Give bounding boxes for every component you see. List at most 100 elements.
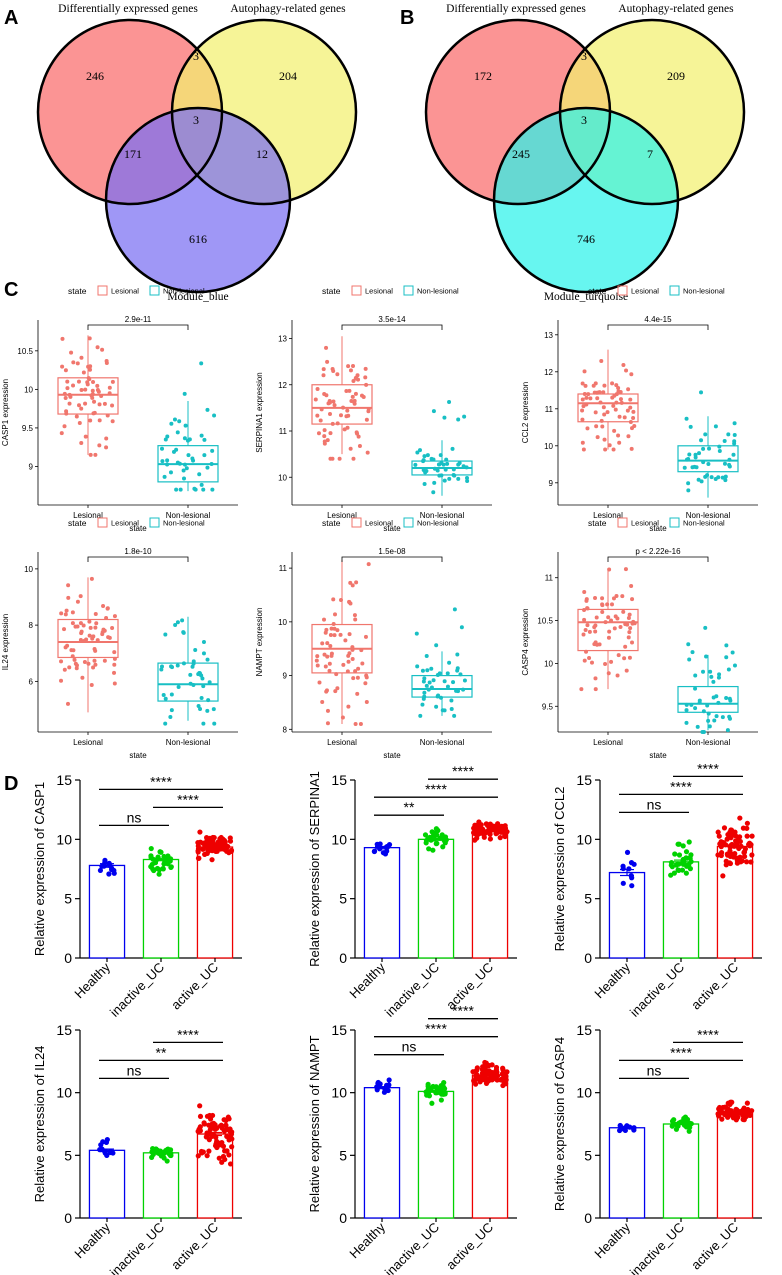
data-point	[104, 1137, 110, 1143]
data-point	[88, 418, 93, 423]
y-tick-label: 11	[279, 564, 288, 573]
data-point	[89, 682, 94, 687]
data-point	[325, 641, 330, 646]
data-point	[65, 701, 70, 706]
data-point	[343, 638, 348, 643]
data-point	[78, 621, 83, 626]
data-point	[684, 720, 689, 725]
data-point	[314, 658, 319, 663]
data-point	[475, 830, 481, 836]
data-point	[149, 861, 155, 868]
data-point	[593, 629, 598, 634]
significance-label: ****	[177, 791, 199, 807]
data-point	[440, 844, 446, 850]
data-point	[351, 676, 356, 681]
venn-count-bc: 12	[256, 147, 268, 161]
data-point	[501, 828, 507, 834]
significance-label: ****	[150, 773, 172, 789]
data-point	[430, 847, 436, 853]
data-point	[325, 708, 330, 713]
data-point	[110, 403, 115, 408]
y-tick-label: 9	[549, 479, 554, 488]
data-point	[680, 856, 686, 863]
x-tick-label: Non-lesional	[166, 738, 211, 747]
venn-diagram-a: 246 3 204 3 171 12 616 Differentially expressed…	[36, 3, 358, 303]
x-axis-label: state	[383, 751, 401, 760]
data-point	[612, 428, 617, 433]
data-point	[452, 607, 457, 612]
barplot-3: 0 5 10 15 Relative expression of CCL2 Healthy…	[552, 760, 762, 1020]
data-point	[59, 678, 64, 683]
data-point	[63, 645, 68, 650]
data-point	[417, 448, 422, 453]
data-point	[322, 439, 327, 444]
data-point	[353, 721, 358, 726]
data-point	[206, 837, 212, 843]
data-point	[91, 665, 96, 670]
data-point	[97, 402, 102, 407]
data-point	[104, 436, 109, 441]
data-point	[355, 675, 360, 680]
data-point	[495, 825, 501, 831]
data-point	[465, 475, 470, 480]
data-point	[465, 478, 470, 483]
data-point	[442, 415, 447, 420]
data-point	[71, 383, 76, 388]
legend-title: state	[322, 518, 341, 528]
y-tick-label: 10	[278, 473, 287, 482]
data-point	[331, 597, 336, 602]
data-point	[80, 675, 85, 680]
data-point	[169, 692, 174, 697]
y-tick-label: 10	[544, 442, 553, 451]
data-point	[180, 618, 185, 623]
data-point	[74, 663, 79, 668]
data-point	[626, 616, 631, 621]
significance-label: ns	[647, 796, 662, 812]
data-point	[693, 706, 698, 711]
data-point	[353, 391, 358, 396]
y-axis-label: Relative expression of NAMPT	[307, 1035, 322, 1212]
pvalue-label: 1.8e-10	[124, 547, 152, 556]
data-point	[160, 866, 166, 872]
data-point	[624, 849, 631, 855]
data-point	[425, 668, 430, 673]
data-point	[434, 643, 439, 648]
data-point	[168, 715, 173, 720]
data-point	[87, 633, 92, 638]
bar	[471, 830, 509, 959]
data-point	[374, 841, 380, 847]
data-point	[174, 487, 179, 492]
x-tick-label: Lesional	[593, 511, 623, 520]
data-point	[631, 861, 637, 867]
data-point	[720, 475, 725, 480]
data-point	[335, 372, 340, 377]
data-point	[169, 421, 174, 426]
data-point	[693, 673, 698, 678]
data-point	[225, 843, 231, 850]
data-point	[603, 447, 608, 452]
y-tick-label: 5	[339, 1147, 347, 1163]
data-point	[188, 672, 193, 677]
data-point	[90, 388, 95, 393]
data-point	[105, 606, 110, 611]
data-point	[669, 864, 675, 870]
data-point	[71, 648, 76, 653]
data-point	[500, 1067, 506, 1073]
data-point	[163, 721, 168, 726]
data-point	[333, 612, 338, 617]
data-point	[93, 611, 98, 616]
data-point	[112, 650, 117, 655]
y-axis-label: CASP1 expression	[1, 379, 10, 446]
data-point	[75, 361, 80, 366]
data-point	[605, 410, 610, 415]
data-point	[329, 653, 334, 658]
data-point	[107, 385, 112, 390]
data-point	[613, 407, 618, 412]
data-point	[198, 707, 203, 712]
panel-label-a: A	[4, 7, 18, 29]
data-point	[206, 1148, 212, 1154]
box	[677, 445, 739, 473]
data-point	[355, 691, 360, 696]
data-point	[377, 1081, 383, 1087]
data-point	[748, 841, 754, 848]
